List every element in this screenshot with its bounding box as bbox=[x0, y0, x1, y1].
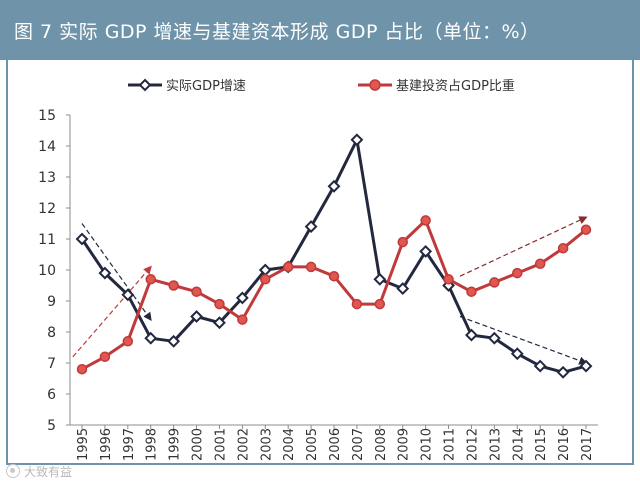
gdp-growth-point bbox=[190, 310, 203, 323]
x-tick-label: 2006 bbox=[328, 428, 343, 461]
infra-share-point bbox=[260, 274, 271, 285]
gdp-growth-point bbox=[487, 331, 501, 345]
gdp-growth-point bbox=[419, 244, 433, 258]
y-tick-label: 14 bbox=[38, 139, 56, 155]
infra-share-point bbox=[489, 277, 500, 288]
infra-share-point bbox=[512, 267, 523, 279]
x-tick-label: 2008 bbox=[374, 428, 389, 461]
gdp-growth-point bbox=[98, 266, 112, 280]
x-tick-label: 1999 bbox=[168, 428, 183, 461]
infra-share-point bbox=[351, 298, 363, 310]
legend-gdp-label: 实际GDP增速 bbox=[166, 79, 246, 94]
infra-share-line bbox=[81, 218, 587, 371]
x-tick-label: 2005 bbox=[305, 428, 320, 461]
infra-share-point bbox=[191, 286, 202, 297]
gdp-growth-point bbox=[304, 220, 318, 234]
x-tick-label: 2003 bbox=[259, 428, 274, 461]
y-tick-label: 12 bbox=[38, 201, 56, 217]
watermark-logo-icon bbox=[6, 464, 20, 478]
y-tick-label: 9 bbox=[47, 294, 56, 310]
infra-share-point bbox=[237, 314, 248, 325]
gdp-growth-point bbox=[556, 365, 570, 379]
x-tick-label: 2012 bbox=[465, 428, 480, 461]
y-tick-label: 13 bbox=[38, 170, 56, 186]
infra-share-point bbox=[145, 274, 156, 285]
infra-share-point bbox=[99, 351, 111, 363]
x-tick-label: 2014 bbox=[511, 428, 526, 461]
x-tick-label: 1997 bbox=[122, 428, 137, 461]
gdp-growth-point bbox=[167, 334, 181, 348]
x-tick-label: 2011 bbox=[443, 428, 458, 461]
x-tick-label: 2016 bbox=[557, 428, 572, 461]
infra-share-point bbox=[305, 261, 317, 273]
watermark-text: 大致有益 bbox=[24, 464, 73, 479]
x-tick-label: 1995 bbox=[76, 428, 91, 461]
watermark: 大致有益 bbox=[6, 462, 72, 480]
y-tick-label: 10 bbox=[38, 263, 56, 279]
infra-share-point bbox=[76, 363, 88, 375]
x-tick-label: 2015 bbox=[534, 428, 549, 461]
gdp-growth-point bbox=[373, 272, 387, 286]
x-tick-label: 2002 bbox=[236, 428, 251, 461]
y-tick-label: 5 bbox=[47, 418, 56, 434]
legend-gdp-marker bbox=[138, 78, 152, 92]
chart-header: 图 7 实际 GDP 增速与基建资本形成 GDP 占比（单位：%） bbox=[0, 0, 640, 60]
x-tick-label: 2001 bbox=[213, 428, 228, 461]
x-tick-label: 2010 bbox=[420, 428, 435, 461]
infra-share-point bbox=[328, 270, 340, 282]
y-tick-label: 11 bbox=[38, 232, 56, 248]
infra-share-point bbox=[214, 298, 225, 310]
x-tick-label: 1996 bbox=[99, 428, 114, 461]
y-tick-label: 8 bbox=[47, 325, 56, 341]
trend-arrow bbox=[81, 223, 152, 321]
legend-infra-marker bbox=[369, 79, 381, 91]
gdp-growth-point bbox=[350, 133, 364, 147]
legend-infra-label: 基建投资占GDP比重 bbox=[396, 78, 515, 94]
y-tick-label: 15 bbox=[38, 108, 56, 124]
gdp-growth-point bbox=[396, 282, 410, 296]
gdp-growth-point bbox=[579, 359, 593, 373]
gdp-growth-point bbox=[235, 291, 249, 305]
x-tick-label: 2004 bbox=[282, 428, 297, 461]
infra-share-point bbox=[282, 261, 294, 273]
gdp-growth-line bbox=[80, 138, 587, 374]
gdp-growth-point bbox=[510, 347, 524, 361]
x-tick-label: 2000 bbox=[191, 428, 206, 461]
gdp-growth-point bbox=[533, 359, 547, 373]
gdp-growth-point bbox=[327, 179, 341, 193]
infra-share-point bbox=[122, 336, 134, 347]
infra-share-point bbox=[374, 298, 386, 310]
infra-share-point bbox=[168, 280, 179, 291]
infra-share-point bbox=[534, 258, 546, 270]
gdp-growth-point bbox=[213, 316, 226, 330]
infra-share-point bbox=[443, 274, 454, 285]
y-tick-label: 6 bbox=[47, 387, 56, 403]
trend-arrow bbox=[72, 265, 152, 358]
trend-arrow bbox=[459, 315, 588, 365]
chart-title: 图 7 实际 GDP 增速与基建资本形成 GDP 占比（单位：%） bbox=[14, 20, 540, 43]
gdp-growth-point bbox=[121, 288, 135, 302]
x-tick-label: 2013 bbox=[488, 428, 503, 461]
infra-share-point bbox=[557, 243, 569, 254]
x-tick-label: 2007 bbox=[351, 428, 366, 461]
x-tick-label: 2009 bbox=[397, 428, 412, 461]
gdp-growth-point bbox=[144, 331, 158, 345]
infra-share-point bbox=[466, 286, 477, 297]
gdp-growth-point bbox=[75, 232, 89, 246]
gdp-growth-point bbox=[465, 328, 478, 342]
chart-frame bbox=[6, 60, 634, 465]
x-tick-label: 1998 bbox=[145, 428, 160, 461]
trend-arrow bbox=[459, 216, 588, 277]
y-tick-label: 7 bbox=[47, 356, 56, 372]
infra-share-point bbox=[580, 224, 592, 235]
infra-share-point bbox=[397, 236, 408, 248]
infra-share-point bbox=[420, 215, 431, 226]
x-tick-label: 2017 bbox=[580, 428, 595, 461]
